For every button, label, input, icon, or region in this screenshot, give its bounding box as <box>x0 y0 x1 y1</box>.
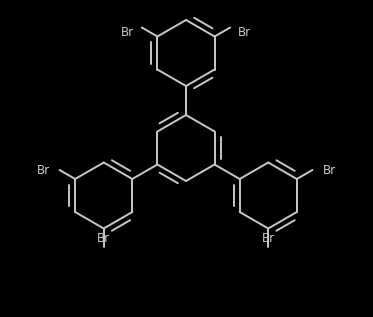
Text: Br: Br <box>322 164 336 177</box>
Text: Br: Br <box>37 164 50 177</box>
Text: Br: Br <box>97 232 110 245</box>
Text: Br: Br <box>121 26 134 39</box>
Text: Br: Br <box>262 232 275 245</box>
Text: Br: Br <box>238 26 251 39</box>
